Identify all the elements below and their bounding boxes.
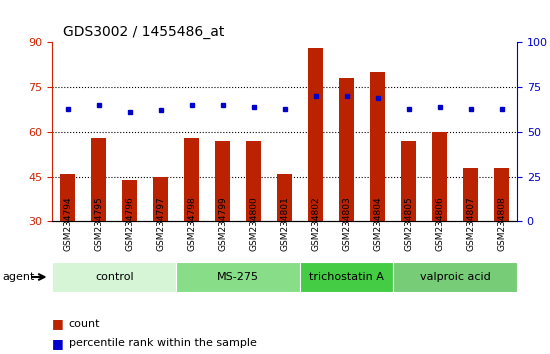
Text: GSM234807: GSM234807: [466, 196, 475, 251]
Text: ■: ■: [52, 337, 64, 350]
Text: GSM234794: GSM234794: [63, 196, 72, 251]
Text: GSM234808: GSM234808: [497, 196, 506, 251]
Bar: [52, 262, 176, 292]
Bar: [339, 78, 354, 221]
Text: count: count: [69, 319, 100, 329]
Text: GSM234805: GSM234805: [404, 196, 413, 251]
Bar: [401, 141, 416, 221]
Text: GDS3002 / 1455486_at: GDS3002 / 1455486_at: [63, 25, 224, 39]
Bar: [494, 168, 509, 221]
Text: valproic acid: valproic acid: [420, 272, 491, 282]
Text: GSM234798: GSM234798: [187, 196, 196, 251]
Text: GSM234802: GSM234802: [311, 196, 320, 251]
Text: GSM234799: GSM234799: [218, 196, 227, 251]
Text: GSM234797: GSM234797: [156, 196, 165, 251]
Bar: [184, 138, 200, 221]
Bar: [215, 141, 230, 221]
Text: GSM234804: GSM234804: [373, 196, 382, 251]
Bar: [153, 177, 168, 221]
Bar: [308, 48, 323, 221]
Text: GSM234795: GSM234795: [94, 196, 103, 251]
Bar: [176, 262, 300, 292]
Text: GSM234800: GSM234800: [249, 196, 258, 251]
Text: GSM234801: GSM234801: [280, 196, 289, 251]
Bar: [91, 138, 107, 221]
Bar: [60, 173, 75, 221]
Bar: [277, 173, 293, 221]
Bar: [463, 168, 478, 221]
Bar: [432, 132, 447, 221]
Text: GSM234796: GSM234796: [125, 196, 134, 251]
Bar: [370, 72, 386, 221]
Text: percentile rank within the sample: percentile rank within the sample: [69, 338, 257, 348]
Text: GSM234803: GSM234803: [342, 196, 351, 251]
Bar: [300, 262, 393, 292]
Text: MS-275: MS-275: [217, 272, 259, 282]
Text: control: control: [95, 272, 134, 282]
Text: agent: agent: [3, 272, 35, 282]
Text: trichostatin A: trichostatin A: [309, 272, 384, 282]
Text: GSM234806: GSM234806: [435, 196, 444, 251]
Text: ■: ■: [52, 318, 64, 330]
Bar: [246, 141, 261, 221]
Bar: [393, 262, 517, 292]
Bar: [122, 179, 138, 221]
